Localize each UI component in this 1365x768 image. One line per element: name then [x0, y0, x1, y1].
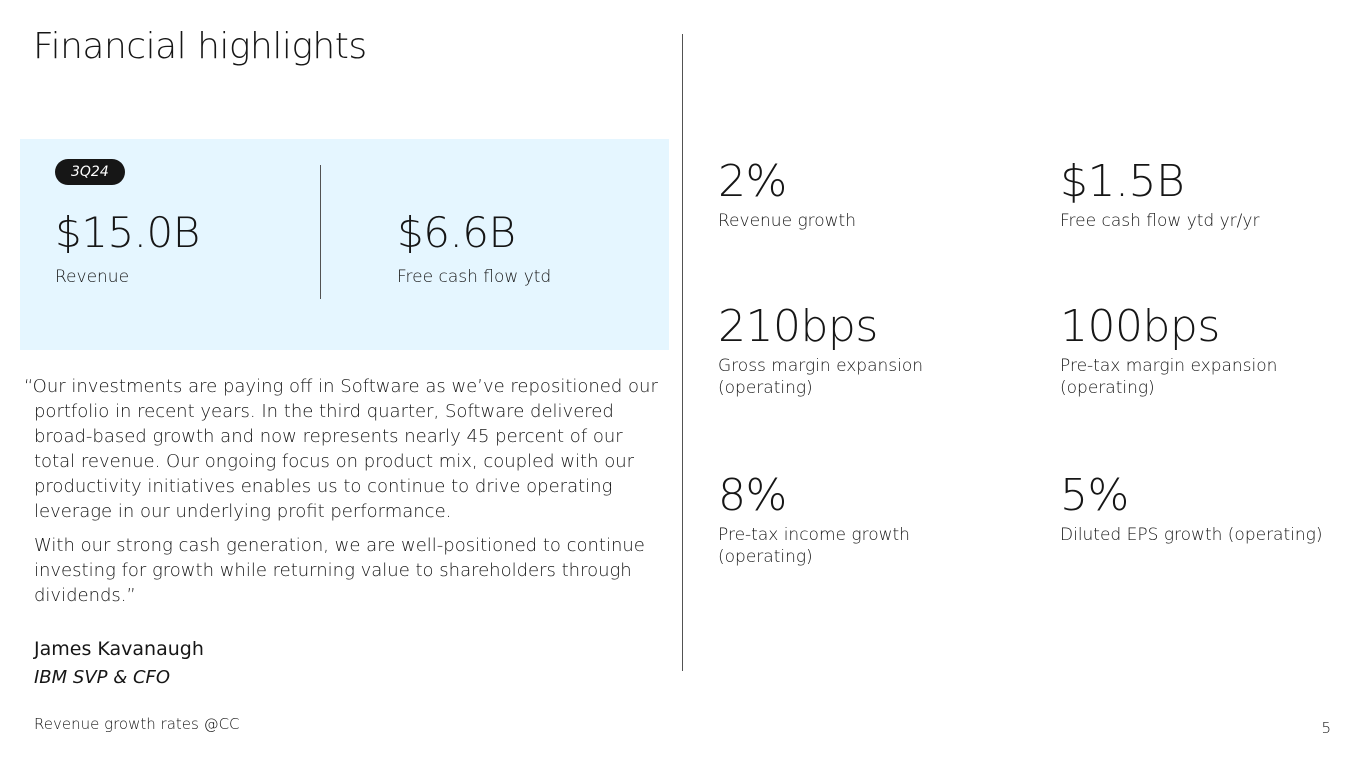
- footnote: Revenue growth rates @CC: [34, 715, 240, 733]
- quote-paragraph: With our strong cash generation, we are …: [34, 535, 645, 606]
- kpi-label: Diluted EPS growth (operating): [1060, 525, 1323, 545]
- quote-paragraph: “Our investments are paying off in Softw…: [24, 376, 658, 522]
- kpi-revenue-growth: 2% Revenue growth: [718, 156, 1008, 232]
- hero-metric-free-cash-flow: $6.6B Free cash flow ytd: [397, 207, 551, 287]
- kpi-value: 8%: [718, 470, 787, 521]
- page-number: 5: [1321, 719, 1331, 737]
- quote-author: James Kavanaugh: [34, 638, 204, 660]
- kpi-label: Pre-tax margin expansion (operating): [1060, 356, 1278, 398]
- page-title: Financial highlights: [33, 26, 367, 67]
- kpi-value: 5%: [1060, 470, 1129, 521]
- hero-metric-label: Revenue: [55, 267, 130, 287]
- kpi-value: $1.5B: [1060, 156, 1185, 207]
- kpi-free-cash-flow-yr-yr: $1.5B Free cash flow ytd yr/yr: [1060, 156, 1350, 232]
- kpi-label: Gross margin expansion (operating): [718, 356, 924, 398]
- hero-metric-revenue: $15.0B Revenue: [55, 207, 200, 287]
- kpi-label: Pre-tax income growth (operating): [718, 525, 910, 567]
- kpi-gross-margin-expansion: 210bps Gross margin expansion (operating…: [718, 301, 1008, 399]
- column-divider: [682, 34, 683, 671]
- hero-divider: [320, 165, 321, 299]
- hero-metric-value: $15.0B: [55, 208, 200, 257]
- hero-metric-label: Free cash flow ytd: [397, 267, 552, 287]
- kpi-value: 2%: [718, 156, 787, 207]
- kpi-pre-tax-margin-expansion: 100bps Pre-tax margin expansion (operati…: [1060, 301, 1350, 399]
- cfo-quote: “Our investments are paying off in Softw…: [20, 374, 660, 617]
- kpi-label: Free cash flow ytd yr/yr: [1060, 211, 1260, 231]
- period-badge: 3Q24: [55, 159, 125, 185]
- kpi-label: Revenue growth: [718, 211, 857, 231]
- hero-panel: 3Q24 $15.0B Revenue $6.6B Free cash flow…: [20, 139, 669, 350]
- hero-metric-value: $6.6B: [397, 208, 516, 257]
- quote-author-title: IBM SVP & CFO: [34, 667, 171, 688]
- kpi-value: 100bps: [1060, 301, 1220, 352]
- kpi-pre-tax-income-growth: 8% Pre-tax income growth (operating): [718, 470, 1008, 568]
- kpi-value: 210bps: [718, 301, 878, 352]
- kpi-diluted-eps-growth: 5% Diluted EPS growth (operating): [1060, 470, 1350, 546]
